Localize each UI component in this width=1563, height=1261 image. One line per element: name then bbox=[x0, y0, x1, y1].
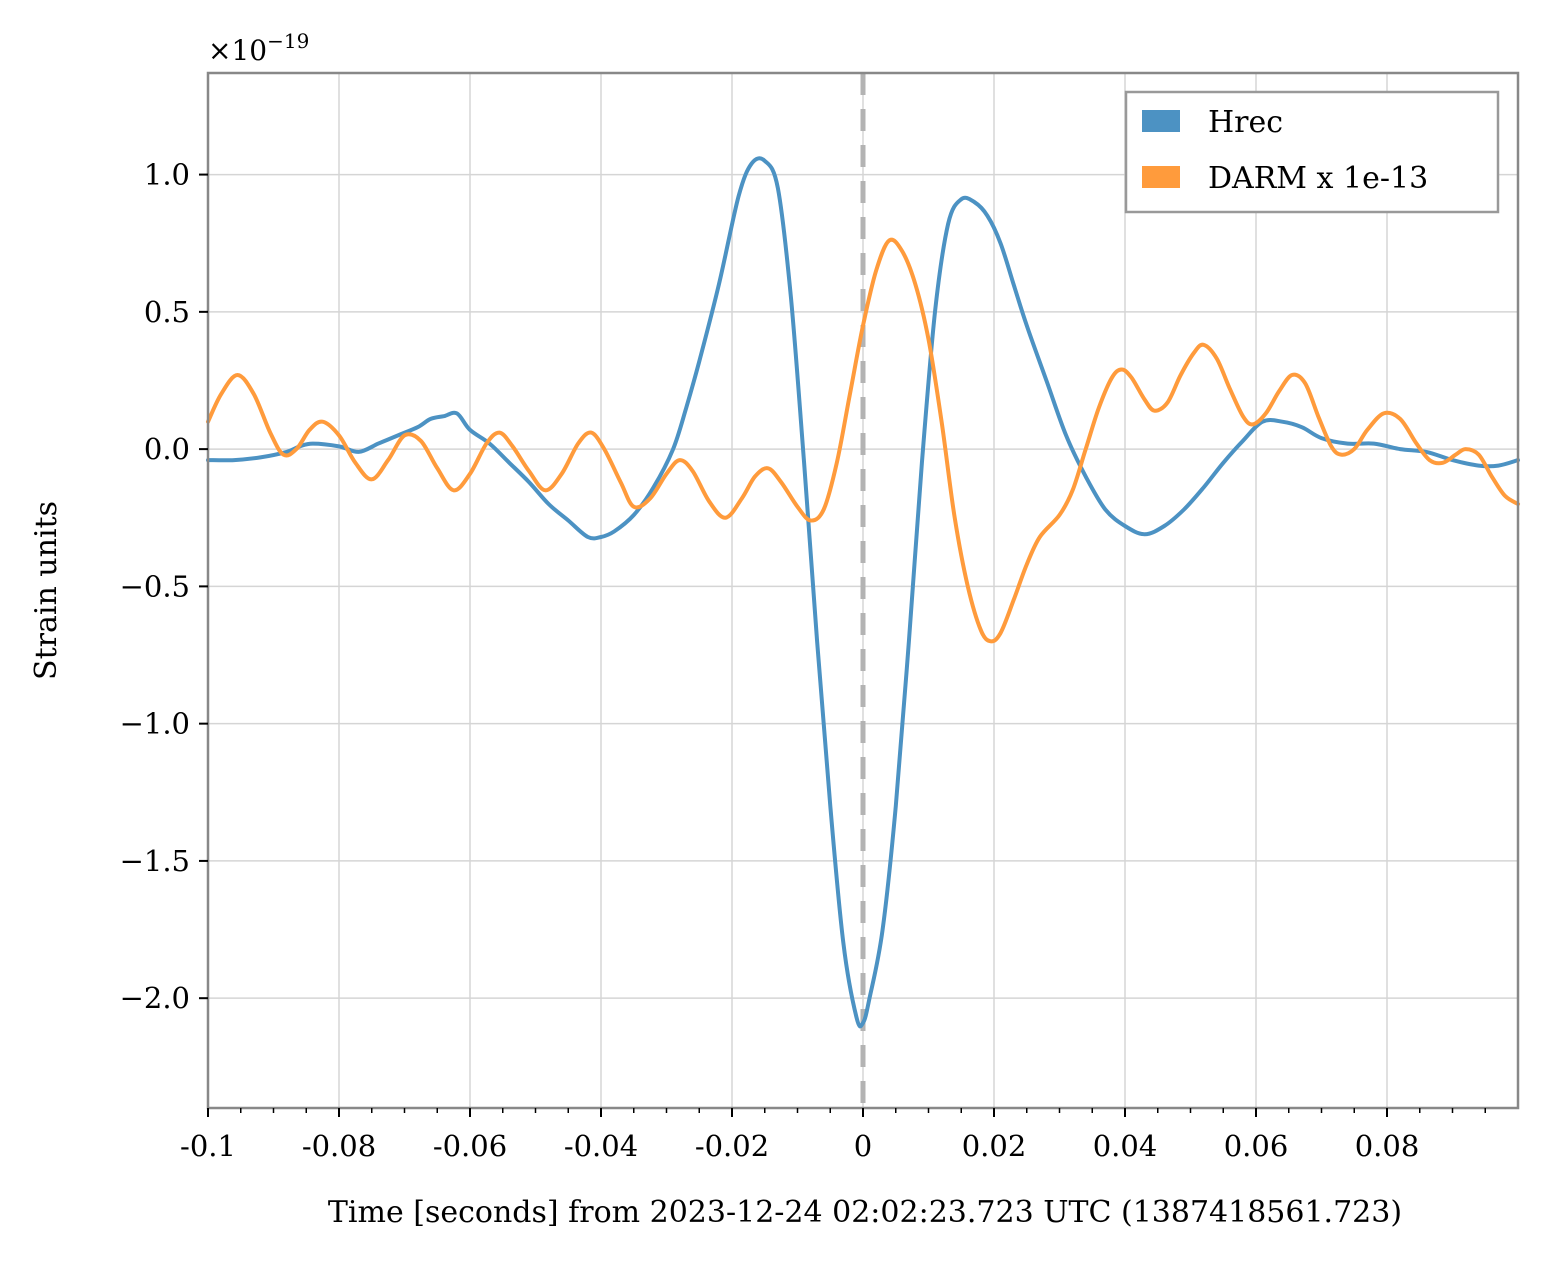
y-axis-multiplier-exponent: −19 bbox=[267, 29, 309, 53]
legend-swatch-darm bbox=[1142, 166, 1180, 188]
x-tick-label: 0.06 bbox=[1224, 1129, 1289, 1163]
y-tick-label: −1.5 bbox=[120, 844, 190, 878]
series-layer bbox=[206, 156, 1520, 1029]
legend: Hrec DARM x 1e-13 bbox=[1124, 90, 1500, 214]
y-tick-label: −2.0 bbox=[120, 981, 190, 1015]
y-tick-label: 1.0 bbox=[144, 158, 190, 192]
y-axis-ticks: 1.0 0.5 0.0 −0.5 −1.0 −1.5 −2.0 bbox=[120, 158, 208, 1015]
legend-box bbox=[1124, 90, 1500, 214]
y-tick-label: −1.0 bbox=[120, 707, 190, 741]
x-tick-label: -0.04 bbox=[564, 1129, 638, 1163]
y-tick-label: −0.5 bbox=[120, 569, 190, 603]
legend-label-darm: DARM x 1e-13 bbox=[1208, 161, 1428, 196]
series-line-hrec bbox=[206, 156, 1520, 1029]
x-axis-label: Time [seconds] from 2023-12-24 02:02:23.… bbox=[328, 1195, 1402, 1230]
x-tick-label: 0 bbox=[854, 1129, 872, 1163]
x-tick-label: -0.1 bbox=[180, 1129, 236, 1163]
x-tick-label: -0.02 bbox=[695, 1129, 769, 1163]
y-tick-label: 0.0 bbox=[144, 432, 190, 466]
x-tick-label: 0.04 bbox=[1093, 1129, 1158, 1163]
x-tick-label: 0.02 bbox=[962, 1129, 1027, 1163]
x-tick-label: -0.08 bbox=[302, 1129, 376, 1163]
legend-label-hrec: Hrec bbox=[1208, 105, 1283, 140]
x-tick-label: -0.06 bbox=[433, 1129, 507, 1163]
y-tick-label: 0.5 bbox=[144, 295, 190, 329]
y-axis-multiplier-base: ×10 bbox=[208, 34, 267, 67]
x-axis-ticks: -0.1 -0.08 -0.06 -0.04 -0.02 0 0.02 0.04 0.06 0.0… bbox=[180, 1108, 1486, 1163]
x-tick-label: 0.08 bbox=[1355, 1129, 1420, 1163]
legend-swatch-hrec bbox=[1142, 110, 1180, 132]
series-line-darm bbox=[206, 237, 1520, 644]
y-axis-label: Strain units bbox=[29, 501, 64, 680]
y-axis-multiplier: ×10−19 bbox=[208, 29, 309, 67]
